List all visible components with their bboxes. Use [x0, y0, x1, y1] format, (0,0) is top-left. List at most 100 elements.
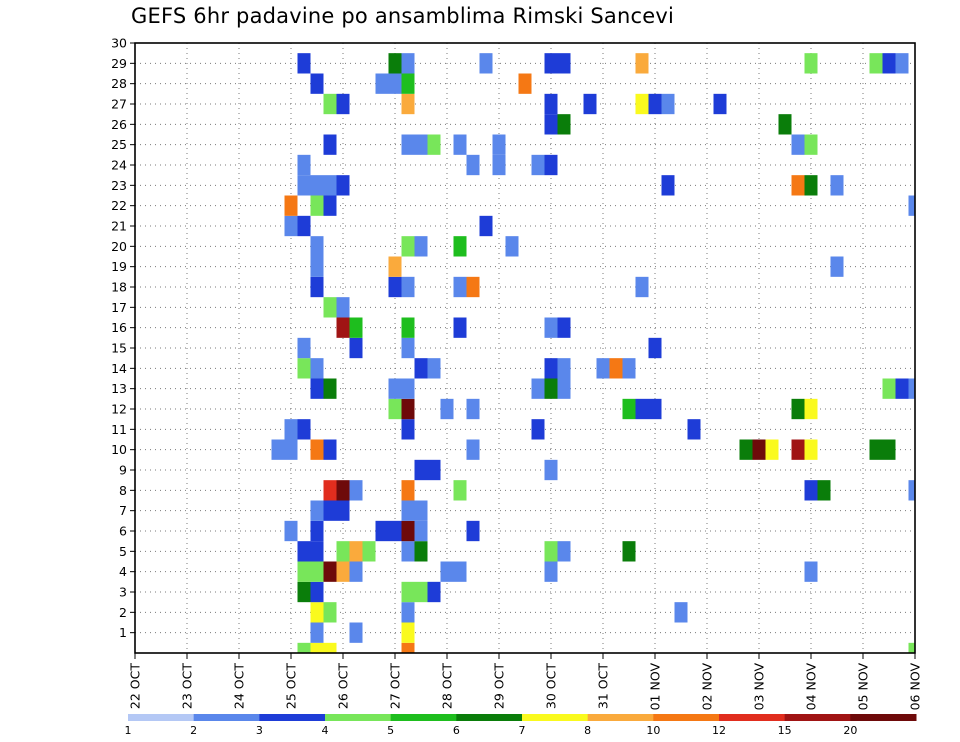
- precip-cell: [310, 276, 324, 298]
- precip-cell: [492, 134, 506, 155]
- precip-cell: [882, 378, 896, 399]
- precip-cell: [349, 561, 363, 582]
- colorbar-label: 2: [190, 724, 197, 737]
- precip-cell: [544, 378, 558, 399]
- precip-cell: [323, 602, 337, 623]
- x-tick-label: 04 NOV: [804, 663, 819, 711]
- precip-cell: [466, 520, 480, 542]
- y-tick-label: 18: [111, 280, 127, 295]
- precip-cell: [466, 276, 480, 298]
- precip-cell: [661, 93, 675, 115]
- precip-cell: [427, 358, 441, 379]
- x-tick-label: 01 NOV: [648, 663, 663, 711]
- precip-cell: [544, 358, 558, 379]
- y-tick-label: 17: [111, 300, 127, 315]
- precip-cell: [544, 459, 558, 481]
- precip-cell: [336, 541, 350, 562]
- x-tick-label: 26 OCT: [336, 663, 351, 709]
- precip-cell: [635, 276, 649, 298]
- precip-cell: [908, 195, 915, 216]
- precip-cell: [310, 642, 324, 653]
- x-tick-label: 24 OCT: [232, 663, 247, 709]
- precip-cell: [531, 154, 545, 176]
- precip-cell: [635, 93, 649, 115]
- precip-cell: [349, 622, 363, 643]
- precip-cell: [310, 256, 324, 277]
- precip-cell: [739, 439, 753, 460]
- x-tick-label: 31 OCT: [596, 663, 611, 709]
- precip-cell: [388, 53, 402, 74]
- precip-cell: [310, 561, 324, 582]
- y-tick-label: 5: [119, 544, 127, 559]
- precip-cell: [427, 581, 441, 603]
- precip-cell: [297, 561, 311, 582]
- precip-cell: [310, 520, 324, 542]
- precip-cell: [479, 53, 493, 74]
- precip-cell: [284, 195, 298, 216]
- precip-cell: [817, 480, 831, 501]
- precip-cell: [908, 480, 915, 501]
- precip-cell: [791, 398, 805, 420]
- precip-cell: [401, 419, 415, 440]
- precip-cell: [297, 541, 311, 562]
- y-tick-label: 11: [111, 422, 127, 437]
- precip-cell: [830, 175, 844, 196]
- precip-cell: [297, 419, 311, 440]
- precip-cell: [362, 541, 376, 562]
- colorbar-label: 7: [519, 724, 526, 737]
- precip-cell: [882, 439, 896, 460]
- x-tick-label: 05 NOV: [856, 663, 871, 711]
- precip-cell: [388, 73, 402, 94]
- precip-cell: [791, 175, 805, 196]
- x-tick-label: 30 OCT: [544, 663, 559, 709]
- precip-cell: [284, 520, 298, 542]
- y-tick-label: 12: [111, 402, 127, 417]
- y-tick-label: 1: [119, 625, 127, 640]
- precip-cell: [453, 561, 467, 582]
- y-tick-label: 29: [111, 56, 127, 71]
- x-tick-label: 22 OCT: [128, 663, 143, 709]
- precip-cell: [297, 337, 311, 359]
- precip-cell: [310, 439, 324, 460]
- y-tick-label: 28: [111, 76, 127, 91]
- y-tick-label: 10: [111, 442, 127, 457]
- precip-cell: [609, 358, 623, 379]
- y-tick-label: 16: [111, 320, 127, 335]
- colorbar-swatch: [456, 714, 523, 721]
- y-tick-label: 4: [119, 564, 127, 579]
- precip-cell: [622, 541, 636, 562]
- precip-cell: [401, 378, 415, 399]
- x-tick-label: 28 OCT: [440, 663, 455, 709]
- precip-cell: [336, 500, 350, 521]
- precip-cell: [596, 358, 610, 379]
- precip-cell: [388, 520, 402, 542]
- precip-cell: [297, 581, 311, 603]
- precip-cell: [297, 642, 311, 653]
- precip-cell: [401, 93, 415, 115]
- precip-cell: [388, 378, 402, 399]
- precip-cell: [518, 73, 532, 94]
- precip-cell: [323, 297, 337, 318]
- colorbar-swatch: [193, 714, 260, 721]
- precip-cell: [284, 419, 298, 440]
- precip-cell: [336, 93, 350, 115]
- precip-cell: [401, 500, 415, 521]
- precip-cell: [323, 134, 337, 155]
- colorbar-label: 8: [584, 724, 591, 737]
- precip-cell: [908, 642, 915, 653]
- y-tick-label: 14: [111, 361, 127, 376]
- precip-cell: [349, 317, 363, 338]
- precip-cell: [557, 114, 571, 135]
- colorbar-swatch: [719, 714, 786, 721]
- y-tick-label: 27: [111, 97, 127, 112]
- precip-cell: [414, 459, 428, 481]
- chart-title: GEFS 6hr padavine po ansamblima Rimski S…: [131, 4, 675, 28]
- precip-cell: [336, 317, 350, 338]
- colorbar-label: 4: [322, 724, 329, 737]
- precip-cell: [336, 175, 350, 196]
- colorbar-swatch: [522, 714, 589, 721]
- precip-cell: [661, 175, 675, 196]
- precip-cell: [297, 175, 311, 196]
- precip-cell: [323, 642, 337, 653]
